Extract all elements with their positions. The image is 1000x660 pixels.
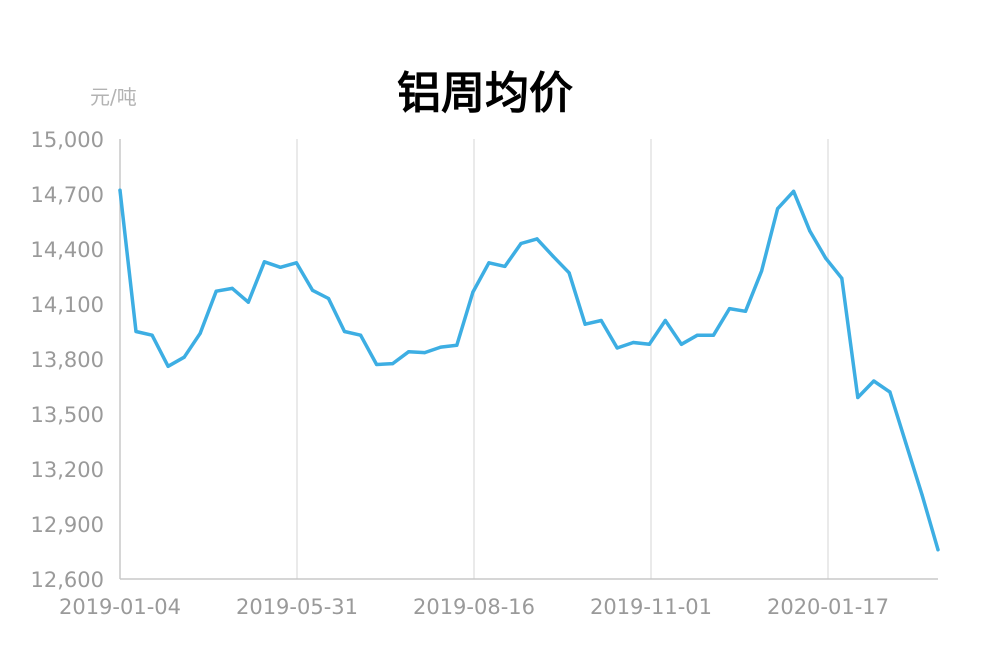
- data-point: [342, 329, 347, 334]
- data-point: [695, 333, 700, 337]
- data-point: [711, 333, 716, 337]
- y-axis-unit: 元/吨: [90, 85, 137, 109]
- data-point: [679, 342, 684, 346]
- data-point: [615, 346, 619, 350]
- data-point: [808, 229, 812, 233]
- data-point: [471, 290, 475, 294]
- data-point: [487, 261, 491, 265]
- data-point: [166, 364, 170, 368]
- y-tick-label: 12,900: [31, 513, 104, 537]
- data-point: [198, 331, 202, 335]
- x-tick-label: 2019-11-01: [590, 595, 712, 619]
- data-point: [776, 207, 780, 211]
- data-point: [727, 307, 732, 311]
- data-point: [631, 340, 635, 345]
- data-point: [503, 264, 507, 268]
- data-point: [310, 288, 315, 292]
- series-line: [118, 188, 940, 552]
- data-point: [551, 254, 555, 258]
- data-point: [888, 390, 892, 394]
- data-point: [326, 296, 331, 301]
- data-point: [214, 289, 218, 293]
- data-point: [872, 379, 876, 383]
- data-point: [423, 351, 427, 355]
- y-tick-label: 14,700: [31, 183, 104, 207]
- y-tick-label: 12,600: [31, 568, 104, 592]
- data-point: [824, 256, 828, 260]
- y-tick-label: 13,500: [31, 403, 104, 427]
- y-tick-label: 15,000: [31, 128, 104, 152]
- data-point: [663, 318, 667, 323]
- data-point: [567, 271, 571, 275]
- data-point: [904, 441, 908, 445]
- y-tick-label: 13,200: [31, 458, 104, 482]
- x-tick-label: 2019-05-31: [236, 595, 358, 619]
- series: [118, 188, 940, 552]
- data-point: [583, 322, 587, 326]
- y-tick-label: 14,100: [31, 293, 104, 317]
- data-point: [535, 237, 539, 241]
- data-point: [936, 548, 940, 552]
- data-point: [391, 362, 395, 366]
- data-point: [375, 362, 379, 367]
- axes: [119, 139, 938, 580]
- x-tick-label: 2019-01-04: [59, 595, 181, 619]
- gridlines: [296, 139, 829, 579]
- data-point: [856, 395, 860, 400]
- data-point: [840, 276, 844, 280]
- data-point: [262, 260, 266, 264]
- y-tick-labels: 15,000 14,700 14,400 14,100 13,800 13,500 13,2…: [31, 128, 104, 592]
- data-point: [792, 189, 796, 193]
- data-point: [743, 309, 748, 313]
- x-tick-label: 2020-01-17: [767, 595, 889, 619]
- chart-title: 铝周均价: [397, 68, 573, 119]
- y-tick-label: 14,400: [31, 238, 104, 262]
- data-point: [359, 333, 363, 337]
- data-point: [407, 350, 411, 354]
- data-point: [647, 342, 651, 346]
- data-point: [599, 318, 603, 323]
- data-point: [230, 286, 234, 290]
- data-point: [455, 343, 459, 347]
- data-point: [182, 355, 186, 359]
- data-point: [118, 188, 122, 192]
- data-point: [278, 265, 282, 269]
- data-point: [246, 300, 250, 304]
- x-tick-label: 2019-08-16: [413, 595, 535, 619]
- data-point: [439, 345, 443, 349]
- y-tick-label: 13,800: [31, 348, 104, 372]
- x-tick-labels: 2019-01-04 2019-05-31 2019-08-16 2019-11-01…: [59, 595, 889, 619]
- data-point: [150, 333, 154, 337]
- data-point: [760, 269, 764, 273]
- data-point: [920, 493, 924, 497]
- data-point: [294, 261, 298, 265]
- data-point: [519, 241, 523, 246]
- data-point: [134, 329, 138, 334]
